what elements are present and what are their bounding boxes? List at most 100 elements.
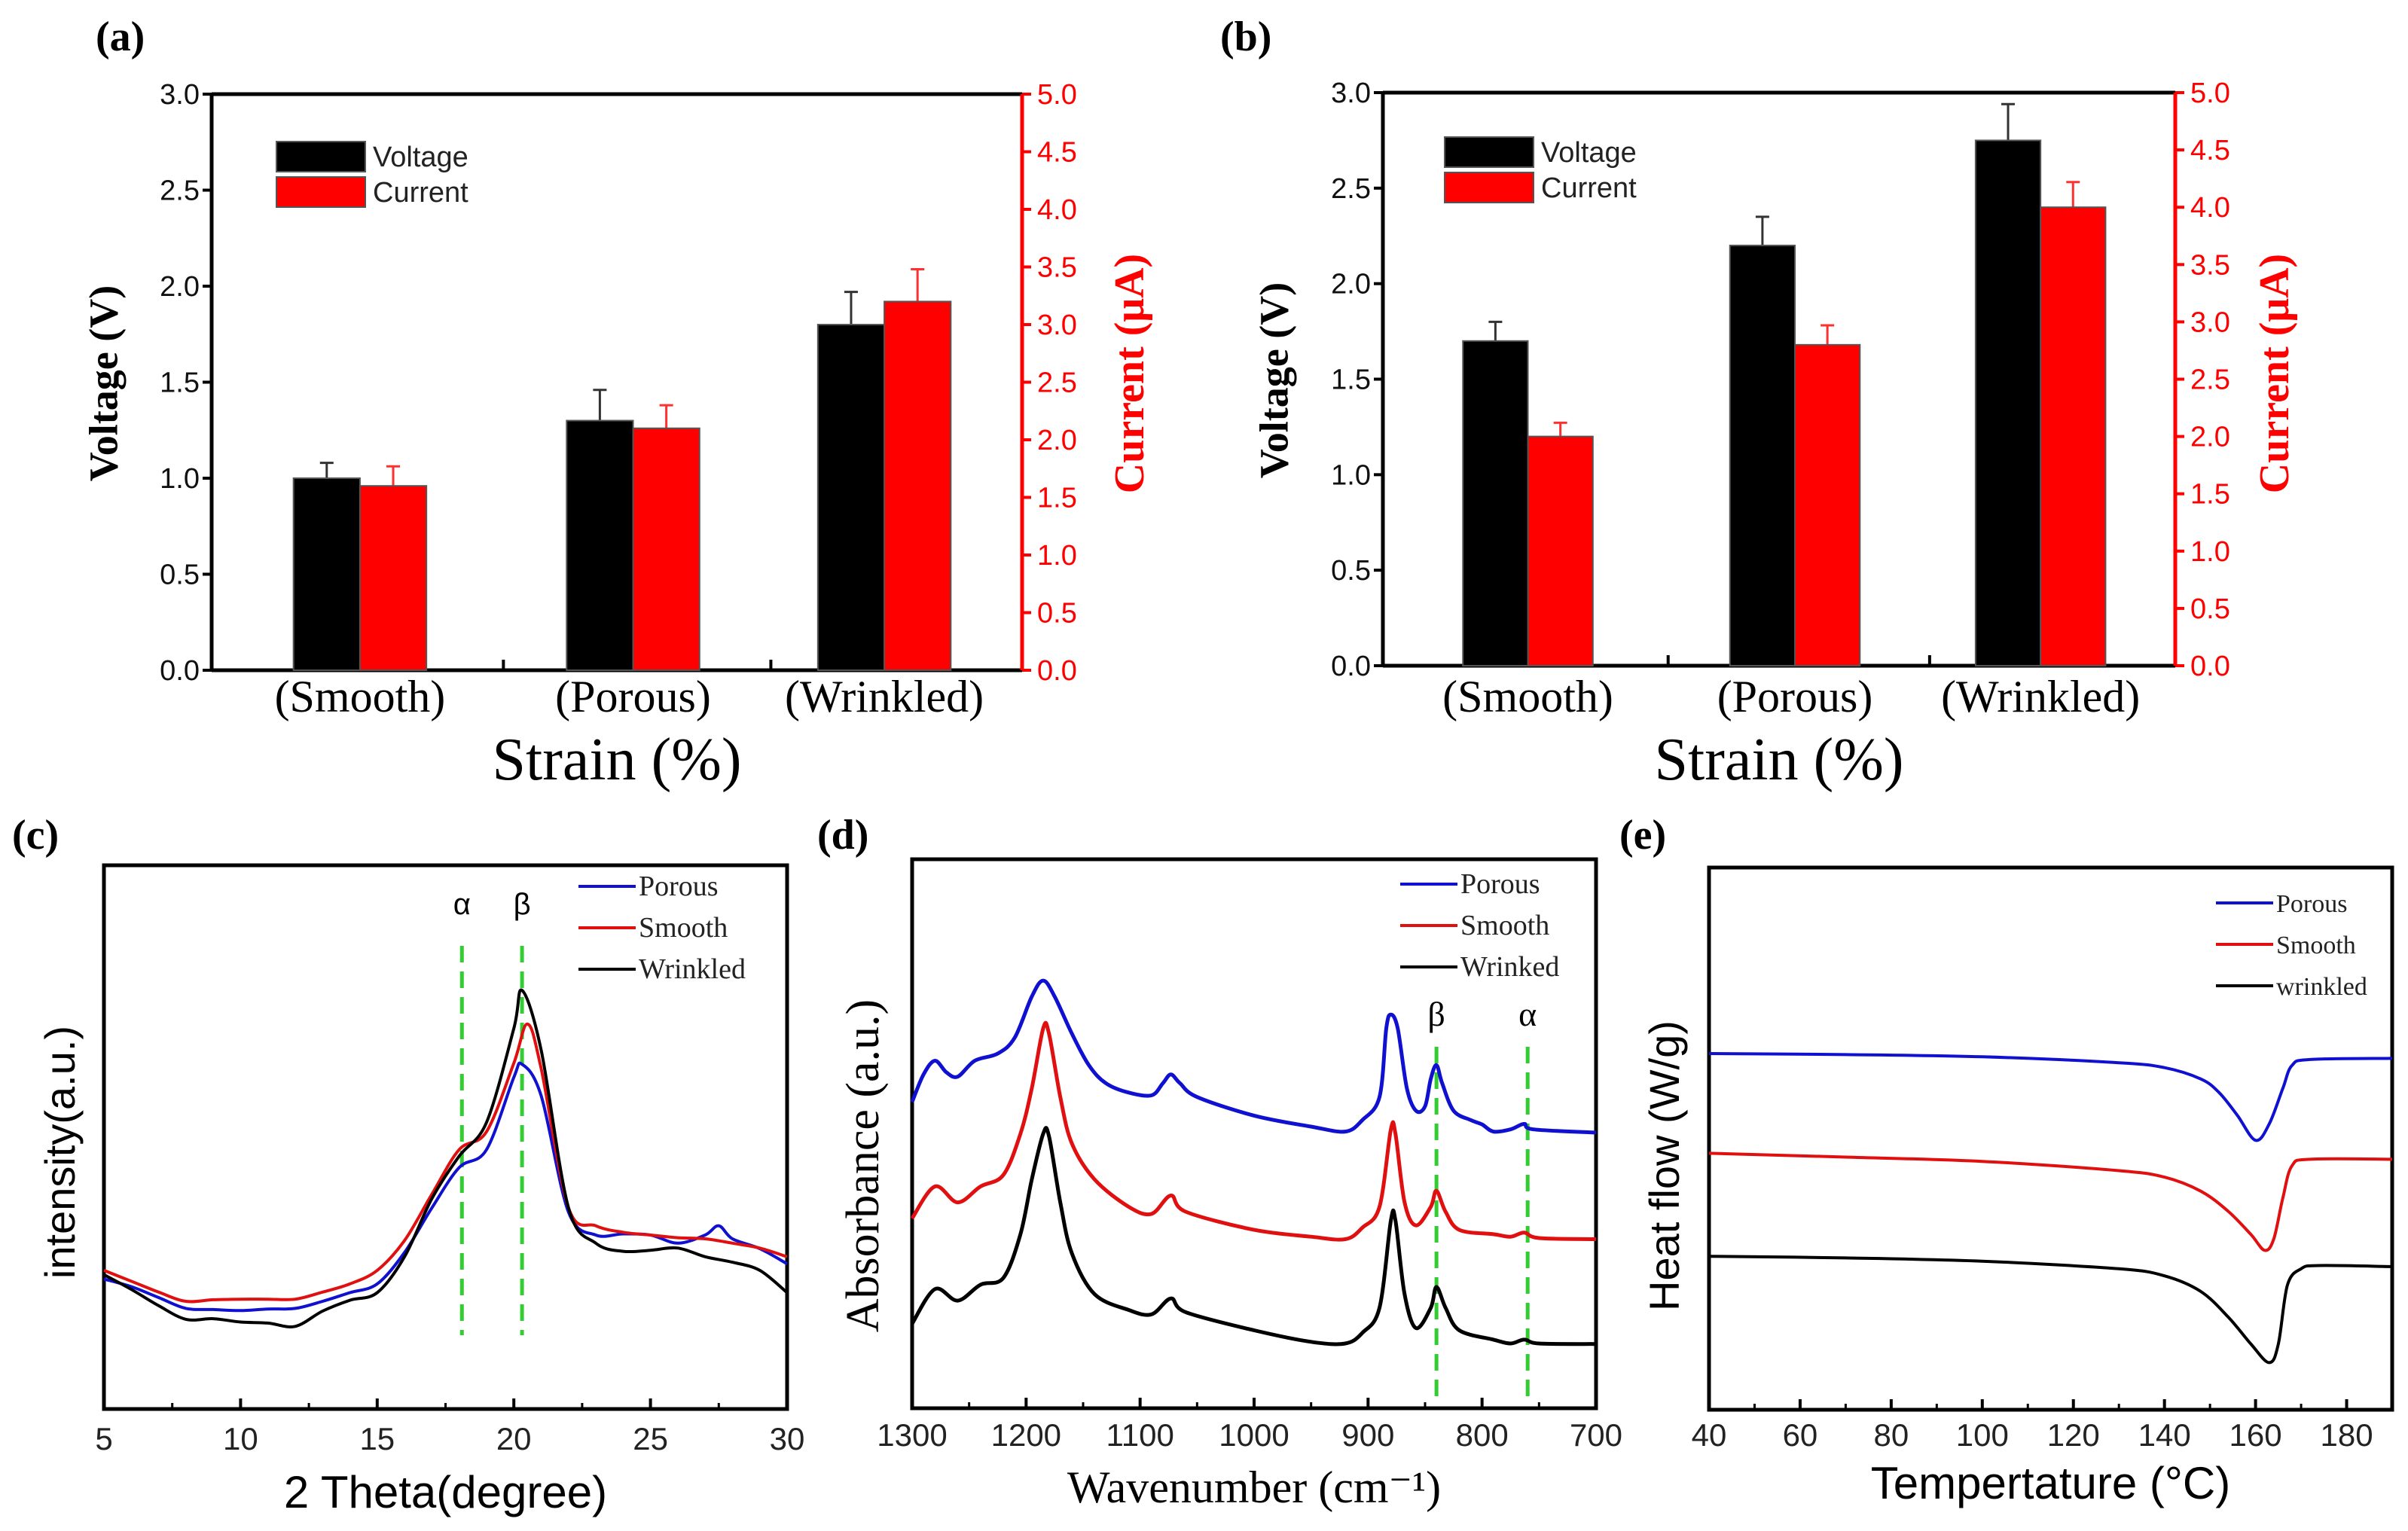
legend: Porous Smooth Wrinked [1400,868,1559,983]
legend-label: Smooth [639,912,728,944]
x-tick-label: 15 [359,1421,395,1456]
y2-tick-label: 0.0 [1037,655,1077,687]
legend-label: Porous [1460,868,1540,900]
legend-label: Voltage [1541,137,1637,169]
y2-axis-title: Current (μA) [1106,254,1153,493]
bar-voltage-porous [1729,244,1796,666]
x-tick-label: 40 [1692,1417,1727,1453]
phase-marker-label: β [514,888,531,921]
plot-frame [1707,865,2394,1412]
y2-tick-label: 3.0 [1037,310,1077,341]
y2-tick-label: 1.5 [2190,479,2230,511]
series-line-smooth [1708,1151,2393,1252]
panel-label: (a) [96,14,145,60]
legend: Porous Smooth Wrinkled [578,871,746,985]
y2-axis-title: Current (μA) [2251,254,2298,493]
series-line-smooth [103,1022,788,1304]
legend-label: wrinkled [2276,973,2367,1001]
y-tick-label: 0.0 [160,655,200,687]
legend-swatch-current [1444,172,1534,203]
y-tick-label: 2.0 [1331,269,1371,300]
x-tick-label: 20 [496,1421,532,1456]
y-axis-title: Absorbance (a.u.) [838,999,889,1332]
series-line-porous [1708,1052,2393,1142]
x-tick-label: 5 [95,1421,112,1456]
legend-label: Voltage [373,142,468,173]
legend-label: Smooth [1460,910,1549,941]
y2-tick-label: 1.5 [1037,483,1077,514]
bar-current-smooth [359,485,428,672]
y-tick-label: 1.0 [1331,459,1371,491]
legend-swatch-voltage [1444,136,1534,168]
x-tick-label: 140 [2138,1417,2191,1453]
bar-voltage-smooth [1462,340,1529,666]
x-axis-title: Tempertature (°C) [1871,1458,2230,1508]
x-axis-title: Strain (%) [492,727,741,793]
y2-tick-label: 1.0 [2190,536,2230,568]
y2-tick-label: 4.5 [2190,135,2230,166]
x-tick-label: 160 [2229,1417,2282,1453]
series-line-wrinked [910,1126,1597,1346]
panel-label: (d) [817,812,868,859]
category-label: (Wrinkled) [1941,672,2140,721]
phase-marker-label: β [1427,995,1445,1033]
x-axis-title: Strain (%) [1654,727,1903,793]
x-tick-label: 1000 [1219,1417,1289,1453]
panel-d-line-chart: (d) 1300 1200 1100 1000 900 800 700 β α Porous Smoo… [817,812,1622,1512]
x-tick-label: 30 [770,1421,805,1456]
bar-current-porous [632,427,700,671]
y2-tick-label: 5.0 [1037,79,1077,111]
series-line-porous [910,978,1597,1135]
bar-voltage-smooth [292,477,361,671]
x-tick-label: 80 [1874,1417,1909,1453]
x-axis-title: Wavenumber (cm⁻¹) [1067,1462,1441,1512]
x-tick-label: 900 [1341,1417,1394,1453]
phase-marker-label: α [1518,995,1537,1033]
y-tick-label: 0.0 [1331,651,1371,682]
category-label: (Smooth) [1442,672,1613,721]
x-tick-label: 60 [1783,1417,1818,1453]
x-tick-label: 25 [633,1421,668,1456]
bar-current-wrinkled [2040,206,2107,666]
y2-tick-label: 3.5 [1037,252,1077,284]
legend-label: Porous [639,871,719,902]
panel-label: (c) [12,812,59,859]
panel-e-line-chart: (e) 40 60 80 100 120 140 160 180 Porous Smooth wrin… [1619,812,2394,1508]
bar-voltage-porous [566,419,634,671]
legend-label: Current [373,177,468,209]
y2-tick-label: 4.5 [1037,137,1077,169]
y-axis-title: Voltage (V) [81,285,126,481]
x-tick-label: 180 [2320,1417,2373,1453]
y2-tick-label: 1.0 [1037,540,1077,572]
y2-tick-label: 4.0 [2190,192,2230,224]
series-line-wrinkled [103,988,789,1328]
y2-tick-label: 3.5 [2190,249,2230,281]
bar-current-smooth [1527,435,1594,666]
phase-marker-label: α [453,888,471,921]
y-axis-title: Voltage (V) [1251,282,1296,478]
legend-swatch-voltage [276,141,366,172]
panel-a-bar-chart: (a) 0.0 0.5 1.0 1.5 2.0 2.5 3.0 0.0 0.5 1.0 1.5 2.0 2… [81,14,1152,793]
y2-tick-label: 5.0 [2190,78,2230,109]
y2-tick-label: 4.0 [1037,194,1077,226]
legend-label: Porous [2276,890,2347,918]
x-tick-label: 800 [1456,1417,1509,1453]
y-tick-label: 0.5 [160,560,200,591]
y-tick-label: 1.5 [160,368,200,399]
category-label: (Smooth) [275,672,446,721]
panel-c-line-chart: (c) 5 10 15 20 25 30 α β Porous Smooth Wrinkled 2 Th… [12,812,804,1517]
bar-current-porous [1794,343,1861,666]
y2-tick-label: 2.5 [2190,364,2230,396]
x-tick-label: 10 [223,1421,258,1456]
y-tick-label: 3.0 [160,79,200,111]
y-tick-label: 2.5 [160,175,200,207]
legend-swatch-current [276,176,366,208]
y-tick-label: 2.0 [160,271,200,303]
legend: Voltage Current [276,141,468,209]
category-label: (Porous) [1717,672,1873,721]
panel-b-bar-chart: (b) 0.0 0.5 1.0 1.5 2.0 2.5 3.0 0.0 0.5 1.0 1.5 2.0 2… [1220,14,2298,793]
y-axis-title: intensity(a.u.) [36,1026,84,1279]
bar-voltage-wrinkled [816,324,886,671]
